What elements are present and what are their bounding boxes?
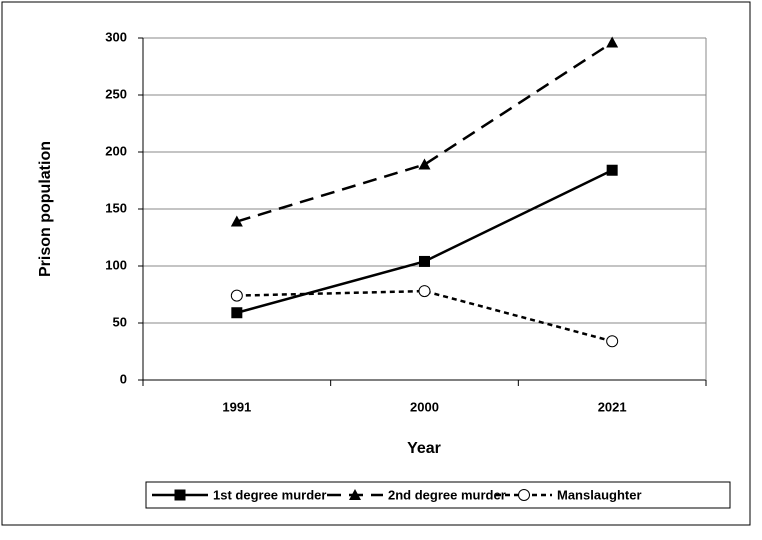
marker — [231, 307, 243, 319]
x-tick-label: 1991 — [222, 399, 251, 414]
marker — [606, 36, 619, 48]
series-line — [236, 289, 613, 343]
marker — [174, 489, 186, 501]
y-tick-label: 150 — [105, 200, 127, 215]
legend-box — [145, 481, 731, 509]
x-tick-label: 2021 — [598, 399, 627, 414]
marker — [230, 289, 243, 302]
legend-label: Manslaughter — [557, 487, 642, 502]
y-tick-label: 50 — [113, 314, 127, 329]
marker — [518, 489, 530, 501]
marker — [230, 215, 243, 227]
marker — [418, 158, 431, 170]
x-tick-label: 2000 — [410, 399, 439, 414]
marker — [349, 489, 361, 500]
y-tick-label: 100 — [105, 257, 127, 272]
x-axis-title: Year — [407, 440, 441, 457]
legend-label: 2nd degree murder — [388, 487, 506, 502]
y-axis-title: Prison population — [37, 141, 54, 277]
y-tick-label: 300 — [105, 29, 127, 44]
y-tick-label: 200 — [105, 143, 127, 158]
marker — [418, 285, 431, 298]
legend-label: 1st degree murder — [213, 487, 326, 502]
chart-border — [1, 1, 751, 526]
marker — [606, 164, 618, 176]
marker — [606, 335, 619, 348]
y-tick-label: 0 — [120, 371, 127, 386]
y-tick-label: 250 — [105, 86, 127, 101]
marker — [419, 255, 430, 267]
